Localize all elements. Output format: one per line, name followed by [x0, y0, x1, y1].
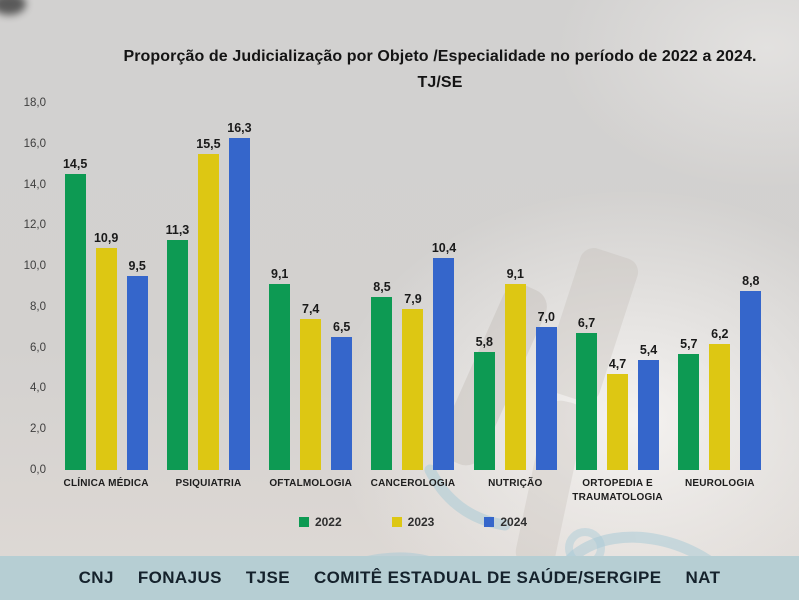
chart-legend: 2022 2023 2024	[55, 515, 771, 529]
footer-item: COMITÊ ESTADUAL DE SAÚDE/SERGIPE	[314, 568, 662, 587]
bar-value-label: 6,2	[711, 326, 729, 341]
y-tick-label: 16,0	[23, 137, 46, 150]
y-tick-label: 8,0	[30, 300, 46, 313]
footer-organizations: CNJ FONAJUS TJSE COMITÊ ESTADUAL DE SAÚDE/S…	[79, 568, 721, 588]
bar-2024: 16,3	[227, 121, 252, 470]
footer-banner: CNJ FONAJUS TJSE COMITÊ ESTADUAL DE SAÚDE/S…	[0, 556, 799, 600]
bar-value-label: 5,8	[475, 334, 493, 349]
bar-value-label: 14,5	[62, 157, 88, 172]
bar-2024: 5,4	[638, 343, 660, 470]
legend-swatch-icon	[298, 517, 309, 527]
bar-group: 11,3 15,5 16,3	[166, 121, 252, 470]
bar-value-label: 5,7	[680, 336, 698, 351]
bar-2023: 7,9	[402, 292, 424, 470]
bar-2023: 7,4	[300, 302, 322, 470]
y-tick-label: 4,0	[30, 382, 46, 395]
legend-item-2023: 2023	[391, 515, 435, 529]
bar-group: 6,7 4,7 5,4	[576, 316, 660, 470]
bar-2022: 11,3	[166, 223, 189, 470]
bar-2024: 7,0	[535, 310, 557, 470]
bar-group: 5,7 6,2 8,8	[678, 274, 762, 470]
footer-item: NAT	[685, 568, 721, 587]
x-axis-labels: CLÍNICA MÉDICA PSIQUIATRIA OFTALMOLOGIA CAN…	[55, 477, 771, 504]
y-tick-label: 0,0	[30, 464, 46, 476]
bar-value-label: 7,9	[404, 291, 422, 306]
bar-value-label: 7,0	[537, 310, 555, 325]
x-category-label: PSIQUIATRIA	[175, 478, 242, 489]
bar-2023: 10,9	[94, 231, 118, 470]
bar-value-label: 10,4	[431, 240, 457, 255]
bar-2022: 14,5	[63, 157, 87, 470]
bar-value-label: 8,8	[742, 273, 760, 288]
x-category-label: CLÍNICA MÉDICA	[63, 478, 149, 489]
bar-2023: 9,1	[504, 267, 526, 470]
bar-2024: 6,5	[331, 320, 353, 470]
bar-value-label: 5,4	[639, 342, 658, 357]
bar-value-label: 6,5	[333, 320, 351, 335]
bar-2024: 10,4	[432, 241, 456, 470]
legend-swatch-icon	[484, 517, 495, 527]
plot-area: 14,5 10,9 9,5 11,3 15,5 16,3 9,1 7,4 6,5 8,5 7,9 10…	[55, 103, 771, 470]
bar-group: 5,8 9,1 7,0	[473, 267, 557, 470]
y-tick-label: 18,0	[23, 97, 46, 109]
x-category-label: CANCEROLOGIA	[370, 478, 456, 489]
y-tick-label: 10,0	[23, 260, 46, 273]
bar-value-label: 11,3	[165, 222, 190, 237]
bar-2024: 9,5	[126, 259, 148, 470]
bar-2022: 5,7	[678, 337, 700, 470]
bar-value-label: 9,1	[506, 267, 524, 282]
video-artifact-corner	[0, 0, 26, 15]
bar-2022: 9,1	[269, 267, 291, 470]
legend-label: 2024	[500, 515, 528, 529]
bar-2023: 15,5	[196, 137, 221, 470]
x-category-label: NUTRIÇÃO	[488, 478, 543, 489]
legend-swatch-icon	[391, 517, 402, 527]
legend-label: 2023	[407, 515, 435, 529]
y-tick-label: 6,0	[30, 341, 46, 354]
bar-value-label: 7,4	[302, 302, 320, 317]
bar-value-label: 4,7	[608, 357, 627, 372]
bar-value-label: 6,7	[577, 316, 596, 331]
bar-group: 9,1 7,4 6,5	[269, 267, 353, 470]
legend-item-2022: 2022	[298, 515, 342, 529]
bar-2024: 8,8	[740, 274, 762, 470]
bar-group: 14,5 10,9 9,5	[63, 157, 148, 470]
y-tick-label: 14,0	[23, 178, 46, 191]
bar-value-label: 8,5	[373, 279, 391, 294]
footer-item: CNJ	[78, 568, 114, 587]
x-category-label: OFTALMOLOGIA	[269, 478, 353, 489]
y-tick-label: 12,0	[23, 219, 46, 232]
bar-value-label: 16,3	[227, 120, 252, 135]
bar-chart: 0,0 2,0 4,0 6,0 8,0 10,0 12,0 14,0 16,0 18,0 14,5…	[0, 97, 799, 563]
bar-2023: 4,7	[607, 357, 629, 470]
x-category-label: ORTOPEDIA E TRAUMATOLOGIA	[572, 478, 663, 503]
footer-item: TJSE	[245, 568, 290, 587]
bar-value-label: 10,9	[93, 230, 119, 245]
y-axis: 0,0 2,0 4,0 6,0 8,0 10,0 12,0 14,0 16,0 18,0	[0, 97, 46, 476]
bar-value-label: 15,5	[196, 136, 221, 151]
bar-2022: 6,7	[576, 316, 598, 470]
bar-value-label: 9,1	[271, 267, 289, 282]
y-tick-label: 2,0	[30, 423, 46, 436]
bar-2023: 6,2	[709, 327, 731, 470]
bar-group: 8,5 7,9 10,4	[371, 241, 456, 470]
chart-title: Proporção de Judicialização por Objeto /…	[123, 48, 757, 91]
bar-value-label: 9,5	[128, 259, 146, 274]
footer-item: FONAJUS	[137, 568, 222, 587]
bar-2022: 5,8	[473, 335, 495, 470]
legend-item-2024: 2024	[484, 515, 527, 529]
bar-2022: 8,5	[371, 280, 393, 470]
x-category-label: NEUROLOGIA	[684, 478, 755, 489]
legend-label: 2022	[314, 515, 342, 529]
